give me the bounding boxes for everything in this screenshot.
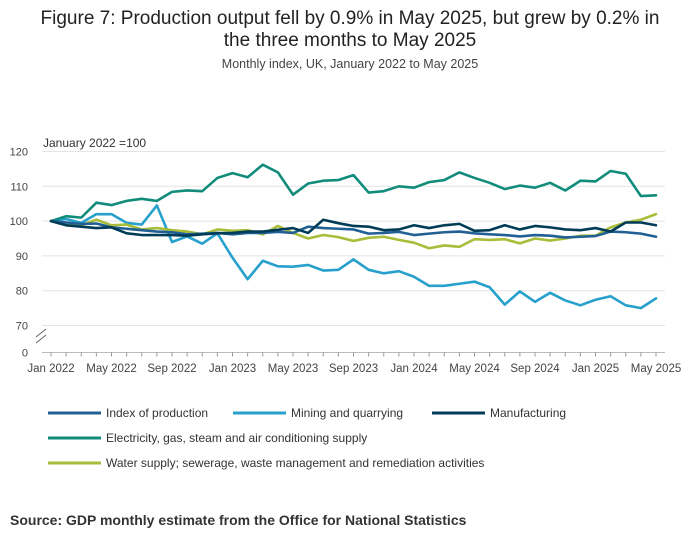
legend: Index of production Mining and quarrying M… <box>48 406 566 470</box>
x-tick-label: May 2024 <box>449 363 500 375</box>
x-tick-label: Sep 2024 <box>510 363 560 375</box>
legend-item: Index of production <box>48 406 208 420</box>
x-axis: Jan 2022 May 2022 Sep 2022 Jan 2023 May 2023… <box>27 352 682 375</box>
legend-item: Water supply; sewerage, waste management… <box>48 456 484 470</box>
index-note: January 2022 =100 <box>43 136 146 150</box>
legend-item: Mining and quarrying <box>233 406 403 420</box>
x-tick-label: Jan 2023 <box>209 363 256 375</box>
y-axis-ticks: 0 70 80 90 100 110 120 <box>10 147 47 360</box>
y-tick-label: 0 <box>22 348 28 360</box>
legend-label: Water supply; sewerage, waste management… <box>106 456 484 470</box>
axis-break-marker <box>35 328 47 344</box>
series-line <box>49 204 658 310</box>
y-gridlines <box>42 151 665 353</box>
x-tick-label: May 2022 <box>86 363 137 375</box>
legend-label: Mining and quarrying <box>291 406 403 420</box>
y-tick-label: 70 <box>16 321 28 333</box>
x-tick-label: Jan 2022 <box>27 363 74 375</box>
legend-label: Index of production <box>106 406 208 420</box>
chart-subtitle: Monthly index, UK, January 2022 to May 2… <box>221 57 479 71</box>
series-lines <box>49 163 658 310</box>
x-tick-label: May 2023 <box>268 363 319 375</box>
chart-title: Figure 7: Production output fell by 0.9%… <box>0 8 700 52</box>
x-tick-label: Jan 2025 <box>572 363 619 375</box>
series-line <box>49 219 658 239</box>
x-tick-label: Sep 2023 <box>329 363 378 375</box>
legend-item: Manufacturing <box>432 406 566 420</box>
line-chart: 0 70 80 90 100 110 120 Jan 2022 May 2022 Sep 202… <box>10 136 682 470</box>
x-tick-label: Jan 2024 <box>390 363 438 375</box>
source-note: Source: GDP monthly estimate from the Of… <box>10 512 467 528</box>
x-tick-label: Sep 2022 <box>147 363 196 375</box>
series-line <box>49 218 658 238</box>
legend-label: Electricity, gas, steam and air conditio… <box>106 431 367 445</box>
series-line <box>49 212 658 250</box>
legend-label: Manufacturing <box>490 406 566 420</box>
chart-title-line1: Figure 7: Production output fell by 0.9%… <box>40 8 660 29</box>
y-tick-label: 90 <box>16 251 28 263</box>
y-tick-label: 80 <box>16 286 28 298</box>
x-tick-label: May 2025 <box>631 363 682 375</box>
y-tick-label: 110 <box>10 181 28 193</box>
chart-title-line2: the three months to May 2025 <box>223 30 477 51</box>
y-tick-label: 100 <box>10 216 28 228</box>
legend-item: Electricity, gas, steam and air conditio… <box>48 431 367 445</box>
series-line <box>49 163 658 223</box>
y-tick-label: 120 <box>10 147 28 159</box>
